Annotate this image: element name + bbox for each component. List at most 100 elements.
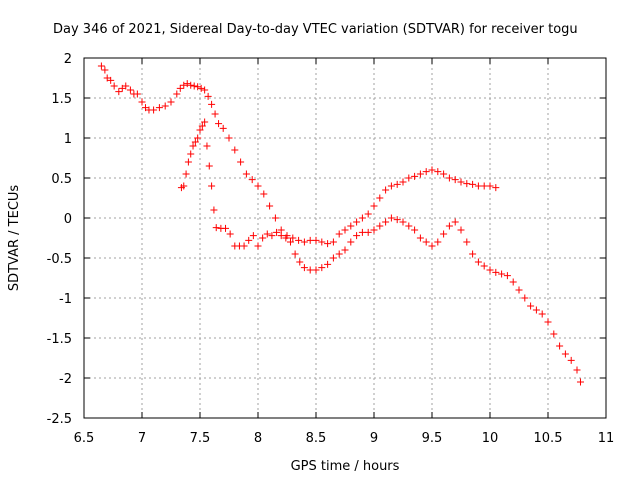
data-point [196,126,204,134]
data-point [463,180,471,188]
data-point [208,100,216,108]
data-point [219,124,227,132]
data-point [550,330,558,338]
data-point [457,178,465,186]
data-point [211,110,219,118]
data-point [295,236,303,244]
data-point [347,222,355,230]
data-point [486,182,494,190]
data-point [538,310,546,318]
data-point [187,150,195,158]
data-point [115,88,123,96]
data-point [187,81,195,89]
grid-layer [84,58,606,418]
data-point [110,82,118,90]
data-point [341,226,349,234]
data-point [222,224,230,232]
data-point [263,230,271,238]
data-point [189,142,197,150]
data-point [457,226,465,234]
data-point [150,106,158,114]
data-point [416,170,424,178]
data-point [167,98,175,106]
data-point [133,90,141,98]
data-point [353,232,361,240]
data-point [324,240,332,248]
data-point [191,138,199,146]
data-point [203,142,211,150]
y-tick-label: -2 [59,372,72,387]
data-point [231,146,239,154]
data-point [474,258,482,266]
data-point [509,278,517,286]
data-point [411,226,419,234]
y-tick-label: -0.5 [47,252,72,267]
data-point [480,262,488,270]
data-point [155,104,163,112]
data-point [289,234,297,242]
data-point [393,216,401,224]
data-point [498,270,506,278]
data-point [176,84,184,92]
data-point [318,264,326,272]
data-point [387,214,395,222]
data-point [399,178,407,186]
x-tick-label: 7.5 [190,431,211,446]
y-tick-label: 1.5 [51,92,72,107]
data-point [370,226,378,234]
data-point [376,194,384,202]
data-point [254,182,262,190]
x-tick-label: 11 [598,431,615,446]
data-point [567,356,575,364]
data-point [215,120,223,128]
data-point [208,182,216,190]
data-point [422,168,430,176]
data-point [440,170,448,178]
data-point [405,174,413,182]
data-point [183,80,191,88]
data-point [469,250,477,258]
data-point [161,102,169,110]
data-point [341,246,349,254]
data-point [138,98,146,106]
data-point [237,158,245,166]
data-point [411,172,419,180]
data-point [197,84,205,92]
y-tick-label: -1.5 [47,332,72,347]
data-point [205,162,213,170]
data-point [198,122,206,130]
y-axis-label: SDTVAR / TECUs [7,185,22,292]
points-layer [97,62,584,386]
x-tick-label: 9 [370,431,378,446]
data-point [416,234,424,242]
data-point [451,176,459,184]
data-point [225,134,233,142]
data-point [445,174,453,182]
chart-title: Day 346 of 2021, Sidereal Day-to-day VTE… [53,22,578,37]
plot-frame [83,57,607,419]
data-point [347,238,355,246]
data-point [370,202,378,210]
data-point [445,222,453,230]
data-point [428,242,436,250]
data-point [428,166,436,174]
data-point [180,182,188,190]
data-point [212,224,220,232]
data-point [556,342,564,350]
data-point [268,232,276,240]
data-point [544,318,552,326]
x-tick-label: 10 [482,431,499,446]
data-point [434,238,442,246]
data-point [393,180,401,188]
data-point [521,294,529,302]
data-point [463,238,471,246]
data-point [387,182,395,190]
data-point [271,214,279,222]
data-point [201,86,209,94]
data-point [335,250,343,258]
data-point [282,234,290,242]
data-point [286,238,294,246]
x-tick-label: 9.5 [422,431,443,446]
data-point [382,186,390,194]
data-point [527,302,535,310]
